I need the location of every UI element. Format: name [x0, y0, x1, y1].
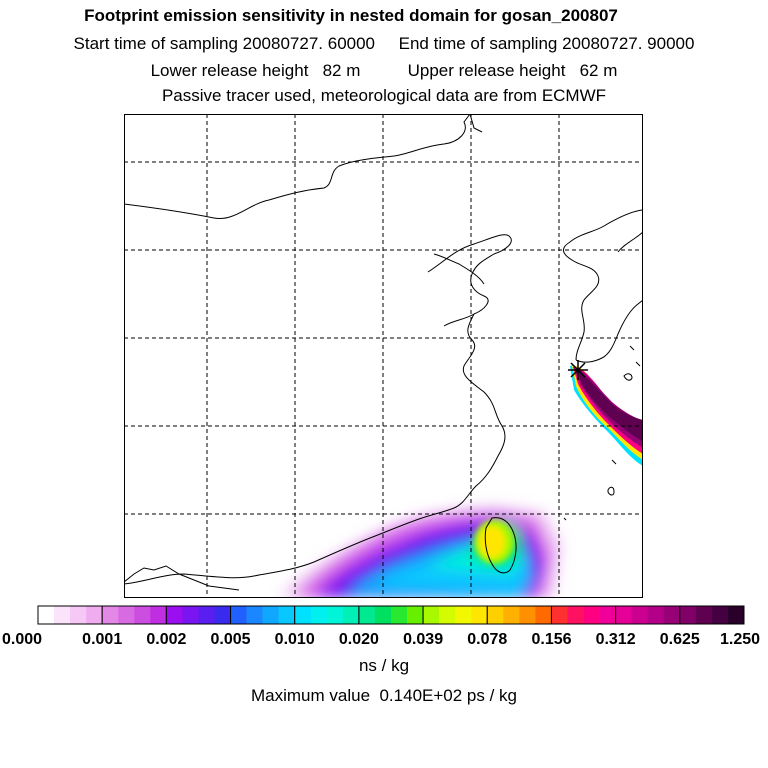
colorbar-tick-label: 0.010 — [275, 631, 315, 648]
colorbar-swatch — [455, 606, 472, 624]
colorbar-swatch — [519, 606, 536, 624]
colorbar-swatch — [407, 606, 424, 624]
colorbar-swatch — [503, 606, 520, 624]
lat-lon-grid — [124, 114, 643, 598]
colorbar-swatch — [86, 606, 103, 624]
colorbar-swatch — [391, 606, 408, 624]
colorbar-swatch — [294, 606, 312, 624]
colorbar-swatch — [54, 606, 71, 624]
colorbar-swatch — [182, 606, 199, 624]
colorbar-swatch — [310, 606, 328, 624]
sampling-time-line: Start time of sampling 20080727. 60000 E… — [73, 34, 695, 53]
colorbar-swatch — [535, 606, 552, 624]
map-frame — [124, 114, 643, 598]
colorbar-swatch — [583, 606, 600, 624]
colorbar-tick-label: 0.156 — [531, 631, 571, 648]
colorbar-swatch — [679, 606, 697, 624]
colorbar-tick-label: 0.625 — [660, 631, 700, 648]
colorbar-swatch — [711, 606, 729, 624]
colorbar-swatch — [230, 606, 247, 624]
colorbar-swatch — [342, 606, 360, 624]
colorbar-swatch — [150, 606, 167, 624]
colorbar-swatch — [262, 606, 279, 624]
colorbar-tick-label: 0.001 — [82, 631, 122, 648]
colorbar-swatch — [38, 606, 55, 624]
colorbar-swatch — [567, 606, 584, 624]
colorbar-swatch — [423, 606, 440, 624]
colorbar-tick-label: 0.312 — [596, 631, 636, 648]
colorbar-swatch — [102, 606, 119, 624]
sensitivity-field — [279, 365, 643, 598]
colorbar-tick-label: 0.039 — [403, 631, 443, 648]
colorbar-swatch — [358, 606, 376, 624]
colorbar-tick-label: 0.000 — [2, 631, 42, 648]
colorbar-swatch — [615, 606, 632, 624]
colorbar-tick-label: 0.020 — [339, 631, 379, 648]
colorbar-swatch — [246, 606, 263, 624]
colorbar-swatch — [727, 606, 745, 624]
colorbar-units: ns / kg — [358, 656, 410, 675]
colorbar-swatch — [374, 606, 392, 624]
plot-title: Footprint emission sensitivity in nested… — [84, 6, 618, 25]
coastlines — [124, 114, 643, 591]
colorbar-swatch — [599, 606, 616, 624]
colorbar-tick-label: 0.002 — [146, 631, 186, 648]
colorbar-swatch — [326, 606, 344, 624]
receptor-site-marker — [568, 360, 588, 380]
footprint-map — [124, 114, 643, 598]
colorbar-swatch — [278, 606, 296, 624]
colorbar-swatch — [471, 606, 488, 624]
tracer-info-line: Passive tracer used, meteorological data… — [161, 86, 607, 105]
colorbar-swatch — [551, 606, 568, 624]
colorbar-swatch — [198, 606, 215, 624]
maximum-value-text: Maximum value 0.140E+02 ps / kg — [251, 686, 517, 705]
colorbar-swatch — [631, 606, 649, 624]
colorbar-swatch — [118, 606, 135, 624]
colorbar-swatch — [214, 606, 231, 624]
colorbar-tick-label: 0.005 — [210, 631, 250, 648]
release-height-line: Lower release height 82 m Upper release … — [150, 61, 618, 80]
colorbar: 0.000 0.001 0.002 0.005 0.010 0.020 0.039 0.078… — [2, 605, 760, 648]
colorbar-tick-label: 1.250 — [720, 631, 760, 648]
colorbar-swatch — [663, 606, 681, 624]
colorbar-swatch — [695, 606, 713, 624]
colorbar-swatch — [487, 606, 504, 624]
colorbar-tick-label: 0.078 — [467, 631, 507, 648]
colorbar-swatch — [166, 606, 183, 624]
colorbar-group-border — [679, 605, 745, 625]
colorbar-swatch — [70, 606, 87, 624]
colorbar-swatch — [134, 606, 151, 624]
colorbar-swatch — [439, 606, 456, 624]
colorbar-swatch — [647, 606, 665, 624]
